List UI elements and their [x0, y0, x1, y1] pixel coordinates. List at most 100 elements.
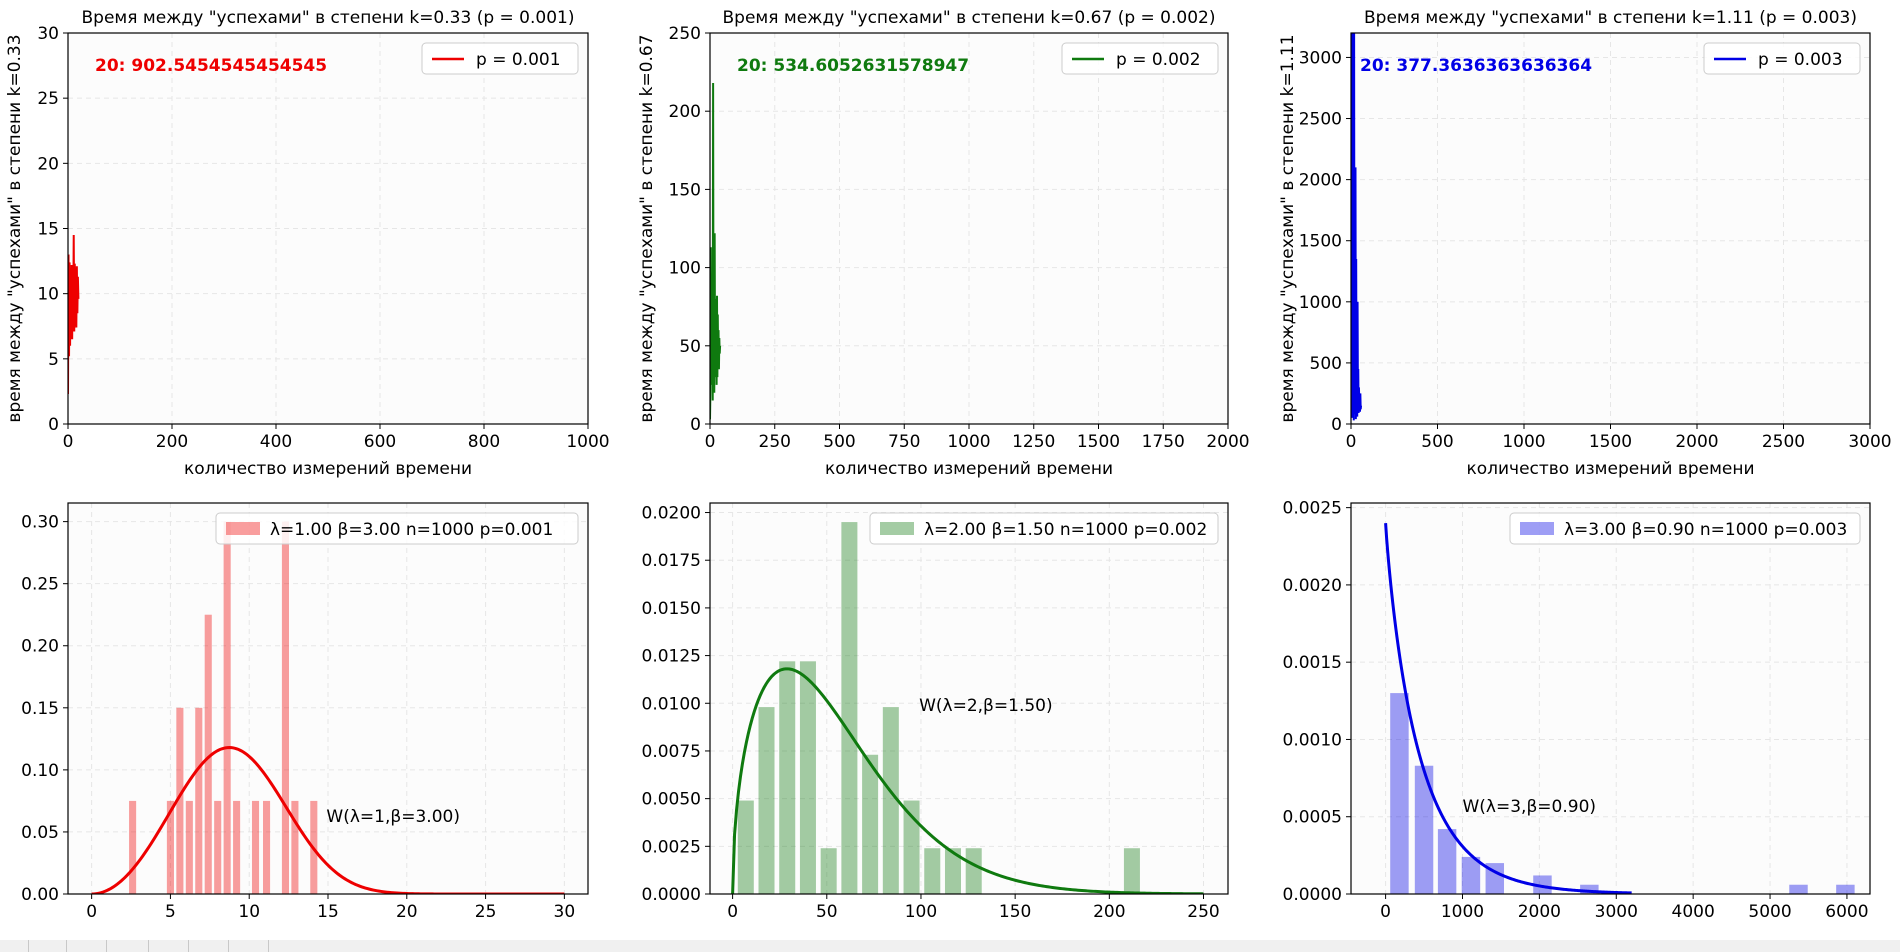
y-tick-label: 30: [37, 24, 59, 44]
histogram-bar: [204, 614, 212, 894]
histogram-bar: [758, 707, 775, 894]
data-series-line: [1351, 33, 1363, 421]
legend-label: λ=2.00 β=1.50 n=1000 p=0.002: [924, 520, 1207, 540]
plot-content: [1351, 33, 1363, 421]
plot-content: [68, 235, 80, 395]
x-tick-label: 500: [823, 432, 855, 452]
y-tick-label: 0.0000: [1283, 885, 1342, 905]
x-tick-label: 0: [63, 432, 74, 452]
y-tick-label: 500: [1310, 354, 1342, 374]
legend-label: λ=3.00 β=0.90 n=1000 p=0.003: [1564, 520, 1847, 540]
y-tick-label: 0.0050: [642, 790, 701, 810]
x-tick-label: 100: [905, 902, 937, 922]
data-series-line: [68, 235, 80, 395]
histogram-bar: [214, 800, 222, 894]
x-axis-label: количество измерений времени: [825, 459, 1113, 479]
y-tick-label: 0: [690, 415, 701, 435]
y-tick-label: 1000: [1299, 293, 1342, 313]
y-tick-label: 0.0075: [642, 742, 701, 762]
x-tick-label: 250: [759, 432, 791, 452]
window-bottom-strip: [0, 940, 1900, 952]
histogram-bar: [233, 800, 241, 894]
histogram-bar: [223, 521, 231, 894]
chart-title: Время между "успехами" в степени k=0.33 …: [82, 8, 575, 28]
legend-bar-swatch: [1520, 522, 1554, 535]
plot-area: [710, 503, 1228, 894]
plot-content: [91, 521, 565, 894]
x-tick-label: 3000: [1595, 902, 1638, 922]
histogram-bar: [1414, 765, 1434, 894]
legend: λ=1.00 β=3.00 n=1000 p=0.001: [215, 512, 579, 545]
strip-separator: [66, 940, 67, 952]
histogram-bar: [924, 848, 941, 894]
annotation-text: 20: 902.5454545454545: [95, 56, 327, 76]
histogram-bar: [737, 800, 754, 894]
histogram-bar: [1836, 884, 1855, 894]
legend: λ=2.00 β=1.50 n=1000 p=0.002: [869, 512, 1219, 545]
histogram-bar: [1123, 848, 1140, 894]
x-tick-label: 25: [475, 902, 497, 922]
y-tick-label: 5: [48, 350, 59, 370]
x-tick-label: 30: [554, 902, 576, 922]
legend-box: [215, 512, 579, 545]
legend-box: [1061, 42, 1219, 75]
x-tick-label: 2000: [1206, 432, 1249, 452]
y-tick-label: 0.0125: [642, 647, 701, 667]
x-tick-label: 250: [1187, 902, 1219, 922]
histogram-bar: [129, 800, 137, 894]
y-tick-label: 50: [679, 337, 701, 357]
x-axis-label: количество измерений времени: [184, 459, 472, 479]
x-tick-label: 1750: [1142, 432, 1185, 452]
x-tick-label: 3000: [1848, 432, 1891, 452]
y-tick-label: 0.0005: [1283, 808, 1342, 828]
histogram-bar: [176, 707, 184, 894]
plot-area: [1351, 503, 1870, 894]
histogram-bar: [862, 754, 879, 894]
y-tick-label: 0: [48, 415, 59, 435]
histogram-bar: [1461, 856, 1481, 894]
plot-content: [731, 522, 1204, 894]
x-axis-label: количество измерений времени: [1466, 459, 1754, 479]
x-tick-label: 1250: [1012, 432, 1055, 452]
histogram-bar: [166, 800, 174, 894]
legend-box: [869, 512, 1219, 545]
y-tick-label: 20: [37, 154, 59, 174]
x-tick-label: 2500: [1762, 432, 1805, 452]
chart-1: 0 200 400 600 800 1000 0 5 10 15 20 25 30 Время между…: [5, 8, 610, 479]
strip-separator: [106, 940, 107, 952]
x-tick-label: 1000: [947, 432, 990, 452]
legend-bar-swatch: [226, 522, 260, 535]
y-tick-label: 0.0015: [1283, 653, 1342, 673]
x-tick-label: 15: [317, 902, 339, 922]
histogram-bar: [1533, 875, 1552, 894]
y-tick-label: 0: [1331, 415, 1342, 435]
y-tick-label: 0.0150: [642, 599, 701, 619]
x-tick-label: 2000: [1675, 432, 1718, 452]
y-tick-label: 0.30: [21, 513, 59, 533]
histogram-bar: [903, 800, 920, 894]
x-tick-label: 50: [816, 902, 838, 922]
histogram-bar: [195, 707, 203, 894]
x-tick-label: 200: [1093, 902, 1125, 922]
y-tick-label: 0.20: [21, 637, 59, 657]
axes-frame: [1350, 502, 1871, 895]
histogram-bar: [882, 707, 899, 894]
legend-label: λ=1.00 β=3.00 n=1000 p=0.001: [270, 520, 553, 540]
curve-label: W(λ=1,β=3.00): [326, 807, 460, 827]
x-tick-label: 0: [1346, 432, 1357, 452]
histogram-bar: [185, 800, 193, 894]
y-tick-label: 0.0025: [642, 837, 701, 857]
curve-label: W(λ=3,β=0.90): [1462, 797, 1596, 817]
y-axis-label: время между "успехами" в степени k=1.11: [1278, 34, 1298, 422]
fit-curve: [1384, 522, 1632, 894]
y-tick-label: 0.0175: [642, 551, 701, 571]
y-tick-label: 0.0200: [642, 504, 701, 524]
legend: p = 0.003: [1703, 42, 1861, 75]
y-tick-label: 0.00: [21, 885, 59, 905]
legend: λ=3.00 β=0.90 n=1000 p=0.003: [1509, 512, 1861, 545]
x-tick-label: 6000: [1825, 902, 1868, 922]
x-tick-label: 750: [888, 432, 920, 452]
legend: p = 0.001: [421, 42, 579, 75]
x-tick-label: 4000: [1672, 902, 1715, 922]
histogram-bar: [251, 800, 260, 894]
